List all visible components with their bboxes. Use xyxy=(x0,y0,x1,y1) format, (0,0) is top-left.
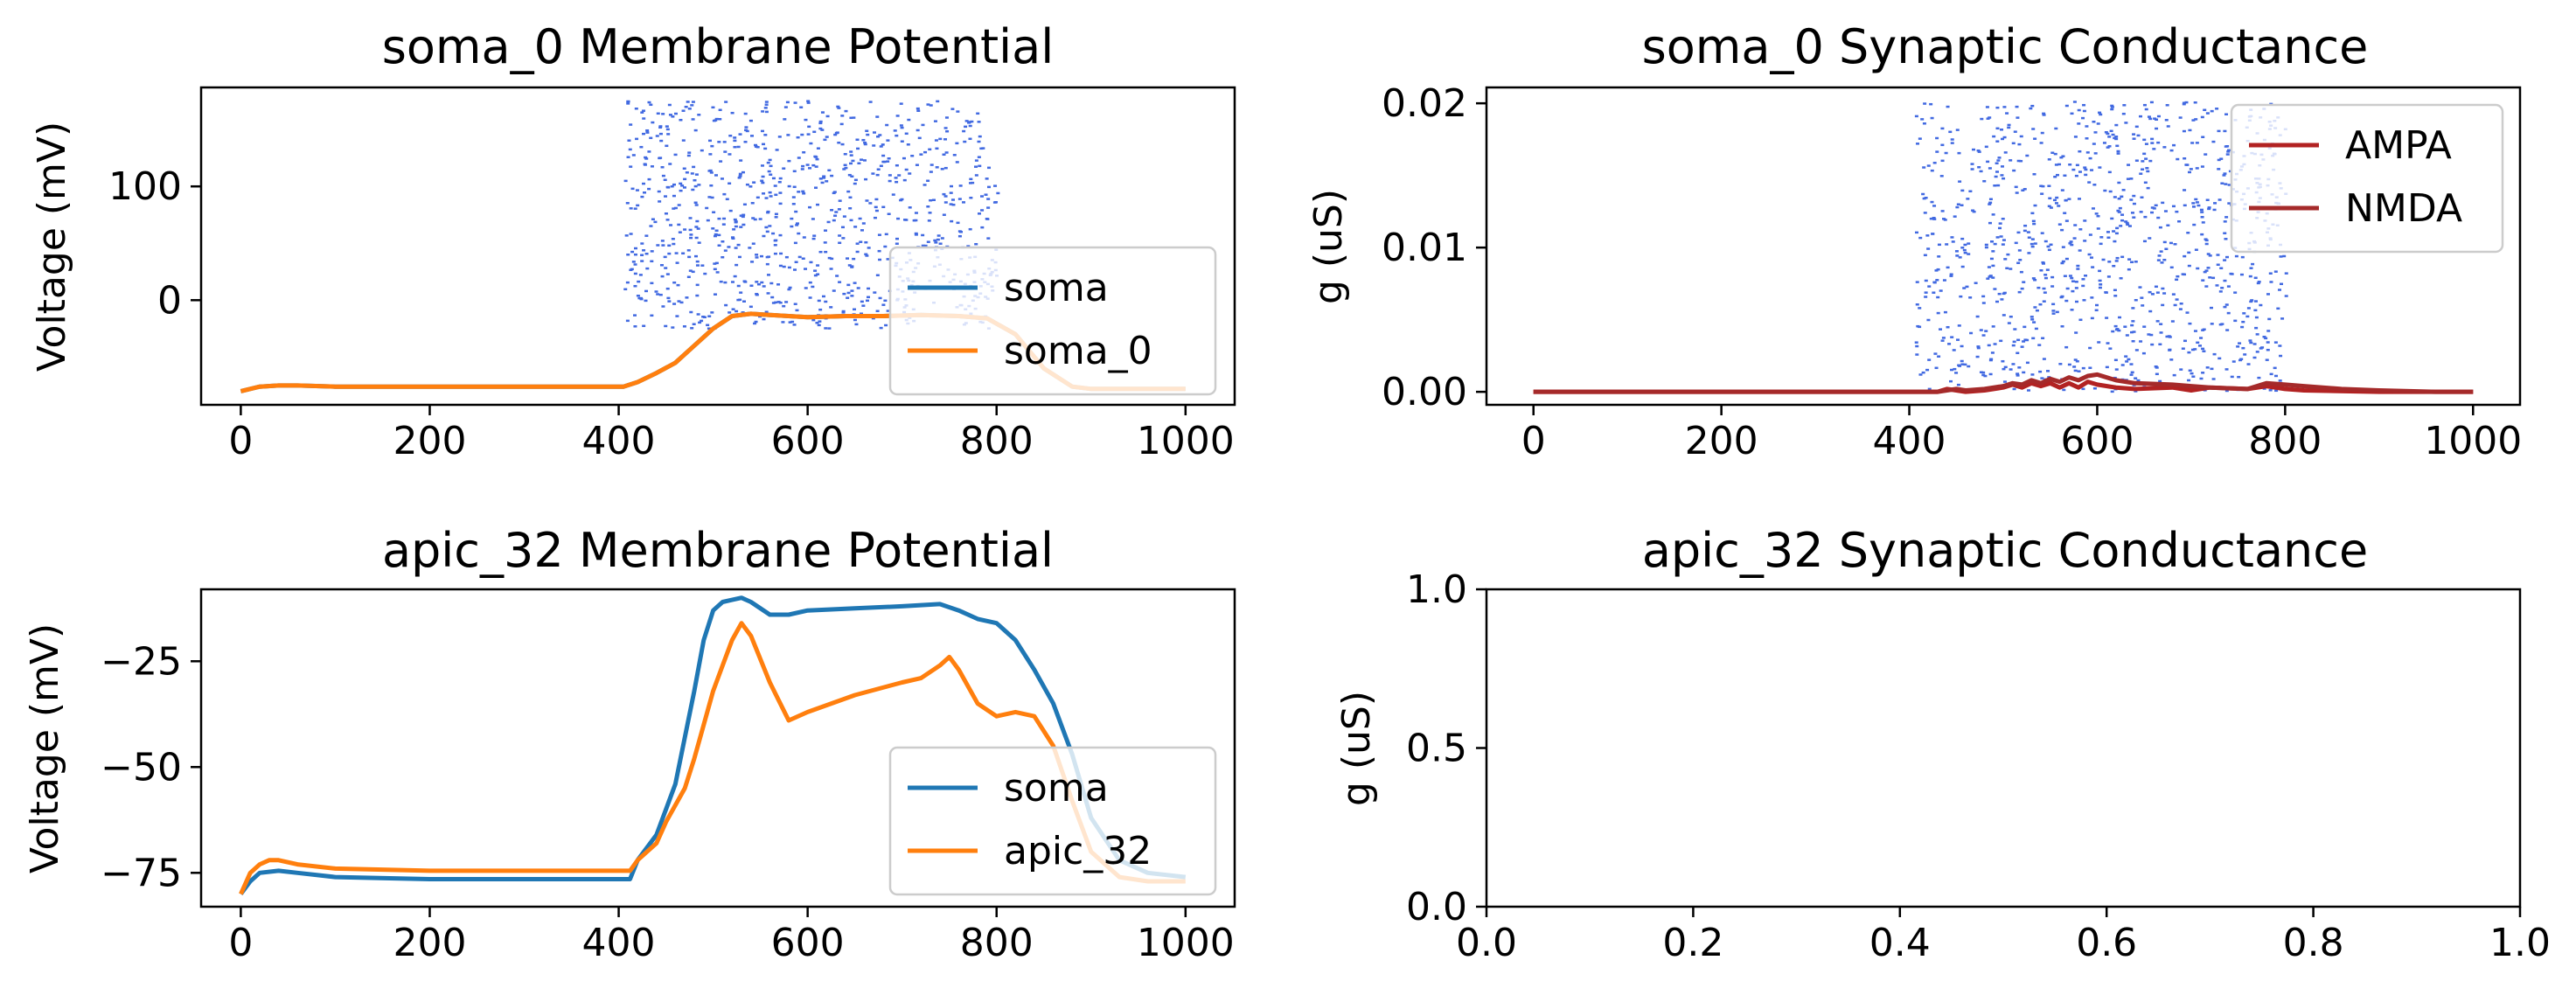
x-tick-label: 800 xyxy=(960,419,1034,463)
soma-conductance-panel: soma_0 Synaptic Conductance g (uS) 0 200 4… xyxy=(1306,19,2522,463)
apic-conductance-panel: apic_32 Synaptic Conductance g (uS) 0.0 0… xyxy=(1334,523,2551,965)
x-tick-label: 200 xyxy=(1685,419,1758,463)
apic-potential-panel: apic_32 Membrane Potential Voltage (mV) … xyxy=(23,523,1236,965)
x-tick-label: 0.6 xyxy=(2076,921,2137,965)
series-line-apic-32 xyxy=(239,621,1186,895)
legend-label: soma_0 xyxy=(1004,329,1152,373)
legend-label: apic_32 xyxy=(1004,829,1152,873)
y-tick-label: 0.00 xyxy=(1382,370,1467,414)
x-tick-label: 1.0 xyxy=(2489,921,2551,965)
soma-conductance-ticks: 0 200 400 600 800 1000 0.00 0.01 0.02 xyxy=(1382,81,2522,463)
x-tick-label: 800 xyxy=(960,921,1034,965)
x-tick-label: 1000 xyxy=(1137,921,1235,965)
legend-label: AMPA xyxy=(2345,123,2452,168)
legend-label: soma xyxy=(1004,266,1109,310)
apic-potential-legend: soma apic_32 xyxy=(888,746,1217,896)
soma-conductance-legend: AMPA NMDA xyxy=(2230,103,2504,254)
apic-conductance-ylabel: g (uS) xyxy=(1334,691,1379,806)
x-tick-label: 600 xyxy=(2060,419,2134,463)
x-tick-label: 600 xyxy=(771,419,845,463)
soma-conductance-ylabel: g (uS) xyxy=(1306,189,1351,304)
y-tick-label: 0.0 xyxy=(1406,885,1467,929)
apic-conductance-title: apic_32 Synaptic Conductance xyxy=(1642,523,2368,578)
y-tick-label: −25 xyxy=(101,639,182,684)
y-tick-label: −75 xyxy=(101,851,182,895)
legend-box xyxy=(2230,103,2504,254)
x-tick-label: 0.2 xyxy=(1662,921,1723,965)
soma-conductance-frame xyxy=(1485,86,2522,407)
x-tick-label: 0 xyxy=(228,921,253,965)
y-tick-label: 0.5 xyxy=(1406,727,1467,771)
legend-box xyxy=(888,246,1217,396)
x-tick-label: 400 xyxy=(582,419,656,463)
x-tick-label: 200 xyxy=(393,419,466,463)
soma-potential-panel: soma_0 Membrane Potential Voltage (mV) 0… xyxy=(30,19,1236,463)
apic-potential-ticks: 0 200 400 600 800 1000 −75 −50 −25 xyxy=(101,639,1235,965)
x-tick-label: 0 xyxy=(228,419,253,463)
apic-potential-ylabel: Voltage (mV) xyxy=(23,623,67,873)
x-tick-label: 0.4 xyxy=(1869,921,1931,965)
x-tick-label: 400 xyxy=(582,921,656,965)
x-tick-label: 1000 xyxy=(2424,419,2522,463)
x-tick-label: 0.8 xyxy=(2283,921,2344,965)
legend-box xyxy=(888,746,1217,896)
x-tick-label: 600 xyxy=(771,921,845,965)
x-tick-label: 0.0 xyxy=(1456,921,1517,965)
apic-potential-frame xyxy=(199,588,1236,908)
legend-label: soma xyxy=(1004,766,1109,811)
y-tick-label: 0.01 xyxy=(1382,226,1467,270)
y-tick-label: 0.02 xyxy=(1382,81,1467,126)
apic-potential-title: apic_32 Membrane Potential xyxy=(382,523,1054,578)
soma-potential-ylabel: Voltage (mV) xyxy=(30,122,74,372)
soma-conductance-title: soma_0 Synaptic Conductance xyxy=(1642,19,2369,74)
y-tick-label: 1.0 xyxy=(1406,567,1467,612)
soma-potential-frame xyxy=(199,86,1236,407)
soma-potential-title: soma_0 Membrane Potential xyxy=(382,19,1055,74)
series-line-soma xyxy=(239,595,1187,895)
soma-potential-legend: soma soma_0 xyxy=(888,246,1217,396)
y-tick-label: 0 xyxy=(157,278,182,323)
x-tick-label: 1000 xyxy=(1137,419,1235,463)
x-tick-label: 200 xyxy=(393,921,466,965)
series-line-nmda xyxy=(1533,372,2474,394)
x-tick-label: 800 xyxy=(2248,419,2322,463)
y-tick-label: 100 xyxy=(108,164,182,209)
x-tick-label: 400 xyxy=(1873,419,1946,463)
soma-potential-ticks: 0 200 400 600 800 1000 0 100 xyxy=(108,164,1235,463)
apic-conductance-ticks: 0.0 0.2 0.4 0.6 0.8 1.0 0.0 0.5 1.0 xyxy=(1406,567,2551,965)
soma-conductance-lines xyxy=(1533,372,2474,394)
apic-potential-lines xyxy=(239,595,1187,895)
x-tick-label: 0 xyxy=(1521,419,1546,463)
y-tick-label: −50 xyxy=(101,745,182,790)
legend-label: NMDA xyxy=(2345,186,2462,231)
